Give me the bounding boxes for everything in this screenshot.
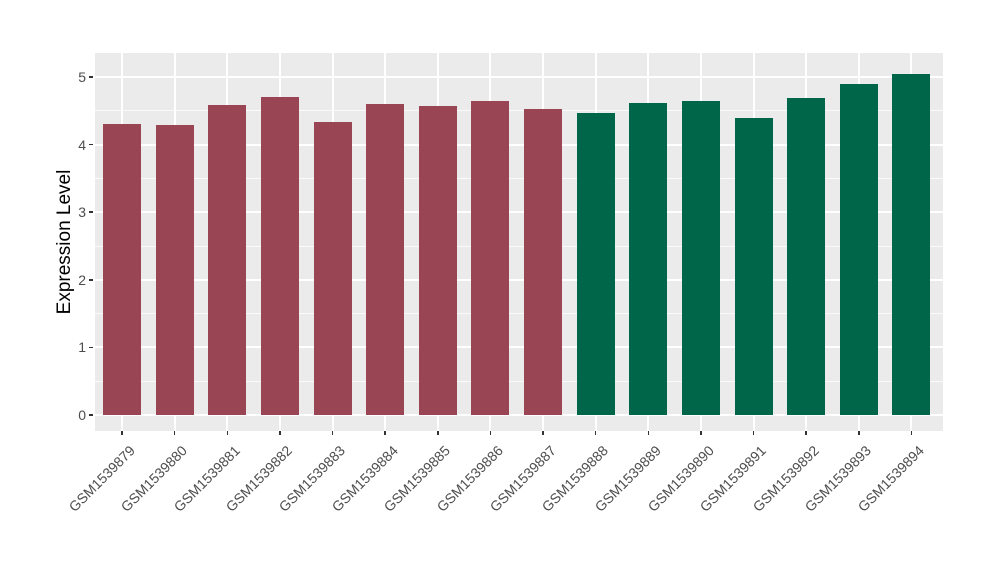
x-tick-mark <box>279 431 281 435</box>
x-tick-mark <box>858 431 860 435</box>
bar-GSM1539891 <box>734 117 773 415</box>
bar-GSM1539885 <box>418 106 457 415</box>
bar-GSM1539888 <box>576 112 615 415</box>
y-tick-mark <box>89 76 93 78</box>
major-gridline <box>95 278 943 281</box>
x-tick-mark <box>647 431 650 435</box>
x-tick-mark <box>700 431 702 435</box>
x-tick-mark <box>226 431 228 435</box>
y-tick-label: 4 <box>78 136 86 153</box>
y-tick-mark <box>89 279 93 281</box>
x-tick-mark <box>752 431 755 435</box>
y-tick-label: 3 <box>78 204 86 221</box>
minor-gridline <box>95 313 943 315</box>
minor-gridline <box>95 110 943 112</box>
y-tick-label: 2 <box>78 271 86 288</box>
major-gridline <box>95 211 943 214</box>
bar-GSM1539884 <box>366 104 405 415</box>
bar-GSM1539890 <box>681 101 720 415</box>
y-tick-label: 0 <box>78 407 86 423</box>
bar-GSM1539883 <box>313 121 352 415</box>
bar-GSM1539880 <box>155 124 194 415</box>
plot-panel <box>95 53 943 431</box>
bar-GSM1539882 <box>260 97 299 415</box>
y-tick-mark <box>89 211 93 213</box>
y-tick-label: 1 <box>78 339 86 356</box>
bar-GSM1539886 <box>471 101 510 415</box>
y-tick-mark <box>89 414 93 416</box>
y-tick-mark <box>89 143 93 146</box>
major-gridline <box>95 76 943 78</box>
y-axis-title: Expression Level <box>54 169 75 315</box>
bar-GSM1539879 <box>103 124 141 415</box>
x-tick-mark <box>805 431 807 435</box>
x-tick-mark <box>384 431 386 435</box>
minor-gridline <box>95 380 943 382</box>
bar-GSM1539892 <box>787 97 826 415</box>
x-tick-mark <box>173 431 176 435</box>
y-tick-label: 5 <box>78 69 86 85</box>
minor-gridline <box>95 245 943 247</box>
x-tick-mark <box>121 431 123 435</box>
major-gridline <box>95 414 943 416</box>
major-gridline <box>95 143 943 146</box>
bar-GSM1539887 <box>524 108 562 415</box>
x-tick-mark <box>910 431 913 435</box>
bar-GSM1539894 <box>892 74 931 415</box>
bar-GSM1539881 <box>208 104 247 415</box>
x-tick-mark <box>331 431 334 435</box>
bar-GSM1539889 <box>629 102 668 415</box>
x-tick-mark <box>594 431 597 435</box>
x-tick-mark <box>489 431 492 435</box>
x-tick-mark <box>542 431 544 435</box>
minor-gridline <box>95 177 943 179</box>
x-tick-mark <box>437 431 439 435</box>
bar-GSM1539893 <box>839 84 878 415</box>
y-tick-mark <box>89 346 93 349</box>
major-gridline <box>95 346 943 349</box>
